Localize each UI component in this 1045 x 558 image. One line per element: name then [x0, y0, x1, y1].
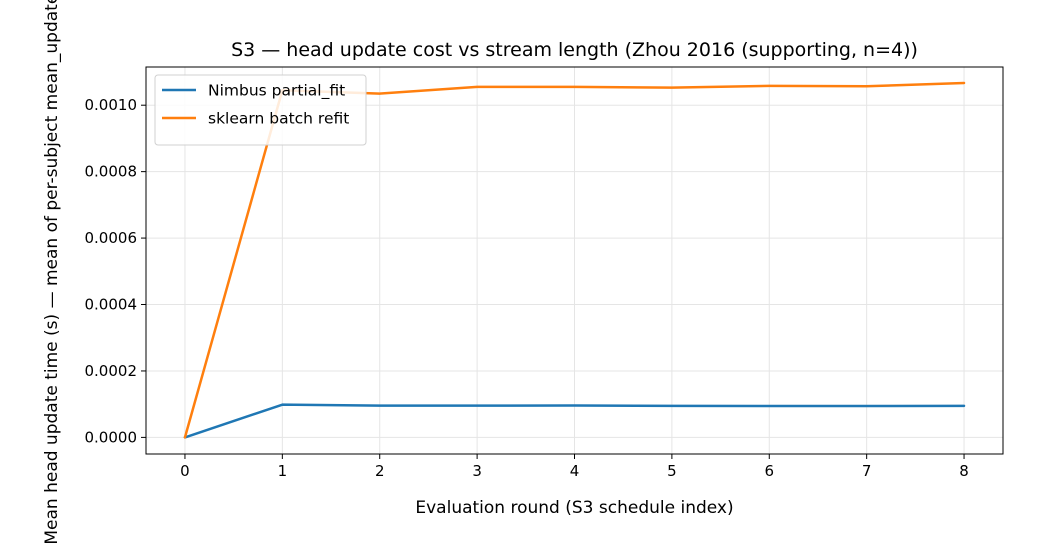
legend-label-1: sklearn batch refit — [208, 110, 349, 128]
x-tick-label: 1 — [278, 462, 288, 480]
x-axis-label: Evaluation round (S3 schedule index) — [415, 498, 733, 518]
y-tick-label: 0.0000 — [85, 428, 138, 446]
x-tick-label: 5 — [667, 462, 677, 480]
x-tick-label: 8 — [959, 462, 969, 480]
chart-title: S3 — head update cost vs stream length (… — [231, 39, 918, 61]
x-tick-label: 3 — [472, 462, 482, 480]
x-tick-label: 7 — [862, 462, 872, 480]
legend-box — [154, 74, 367, 146]
series-line-0 — [183, 403, 966, 439]
legend-label-0: Nimbus partial_fit — [208, 82, 345, 101]
x-tick-label: 6 — [764, 462, 774, 480]
y-tick-label: 0.0008 — [85, 163, 138, 181]
grid — [146, 67, 1003, 454]
y-tick-label: 0.0004 — [85, 296, 138, 314]
y-tick-label: 0.0010 — [85, 96, 138, 114]
ticks: 0 1 2 3 4 5 6 7 8 0.0000 0.0002 0.0004 0.0006 0.0008 0… — [85, 96, 969, 480]
y-tick-label: 0.0006 — [85, 229, 138, 247]
x-tick-label: 4 — [570, 462, 580, 480]
y-tick-label: 0.0002 — [85, 362, 138, 380]
y-axis-label: Mean head update time (s) — mean of per-… — [42, 0, 62, 545]
x-tick-label: 2 — [375, 462, 385, 480]
x-tick-label: 0 — [180, 462, 190, 480]
